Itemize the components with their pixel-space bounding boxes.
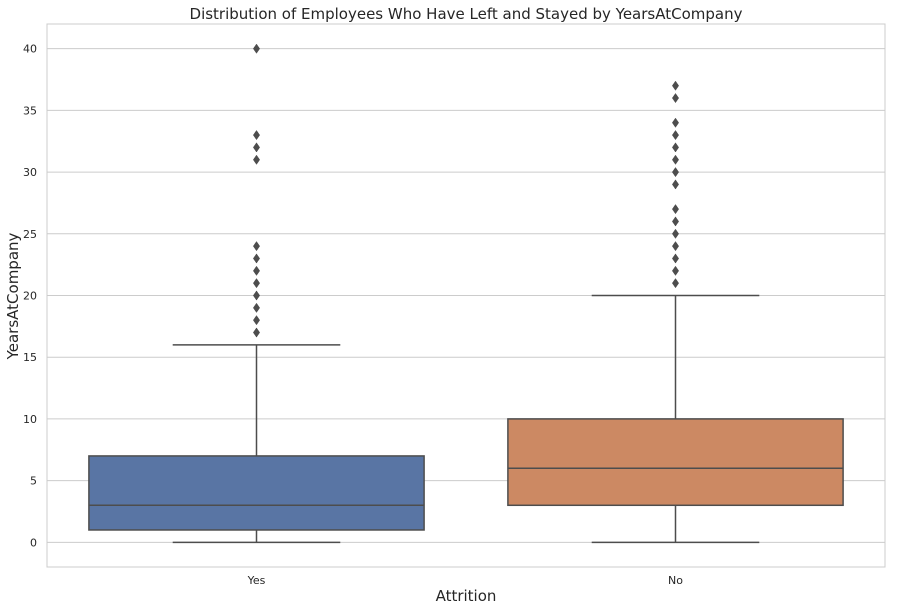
outlier-point <box>252 315 261 326</box>
outlier-point <box>252 327 261 338</box>
plot-frame <box>46 23 886 568</box>
outlier-point <box>671 93 680 104</box>
x-tick-label: Yes <box>247 574 266 587</box>
y-tick-label: 20 <box>23 290 37 303</box>
outlier-point <box>252 302 261 313</box>
outlier-point <box>252 241 261 252</box>
outlier-point <box>252 154 261 165</box>
outlier-point <box>252 290 261 301</box>
y-tick-label: 40 <box>23 43 37 56</box>
y-axis-label: YearsAtCompany <box>4 232 22 360</box>
outlier-point <box>671 204 680 215</box>
outlier-point <box>671 228 680 239</box>
box-group-no <box>507 80 844 544</box>
outlier-point <box>671 80 680 91</box>
outlier-point <box>671 278 680 289</box>
x-axis-label: Attrition <box>436 587 497 605</box>
outlier-point <box>671 216 680 227</box>
plot-area: 0 5 10 15 20 25 30 35 40 Yes No <box>23 23 886 587</box>
chart-title: Distribution of Employees Who Have Left … <box>190 5 743 23</box>
outlier-point <box>252 278 261 289</box>
y-tick-label: 30 <box>23 166 37 179</box>
y-tick-label: 25 <box>23 228 37 241</box>
outlier-point <box>671 154 680 165</box>
outlier-point <box>252 130 261 141</box>
y-tick-label: 35 <box>23 104 37 117</box>
x-tick-label: No <box>668 574 683 587</box>
outlier-point <box>252 142 261 153</box>
outlier-point <box>671 167 680 178</box>
outlier-point <box>671 253 680 264</box>
outlier-point <box>671 130 680 141</box>
outlier-point <box>671 117 680 128</box>
outlier-point <box>252 253 261 264</box>
iqr-box <box>507 418 844 507</box>
outlier-point <box>671 142 680 153</box>
y-tick-label: 0 <box>30 536 37 549</box>
y-tick-label: 15 <box>23 351 37 364</box>
iqr-box <box>88 455 425 531</box>
outlier-point <box>671 265 680 276</box>
outlier-point <box>671 179 680 190</box>
outlier-point <box>671 241 680 252</box>
outlier-point <box>252 265 261 276</box>
outlier-point <box>252 43 261 54</box>
y-tick-label: 10 <box>23 413 37 426</box>
y-tick-label: 5 <box>30 475 37 488</box>
box-group-yes <box>88 43 425 544</box>
